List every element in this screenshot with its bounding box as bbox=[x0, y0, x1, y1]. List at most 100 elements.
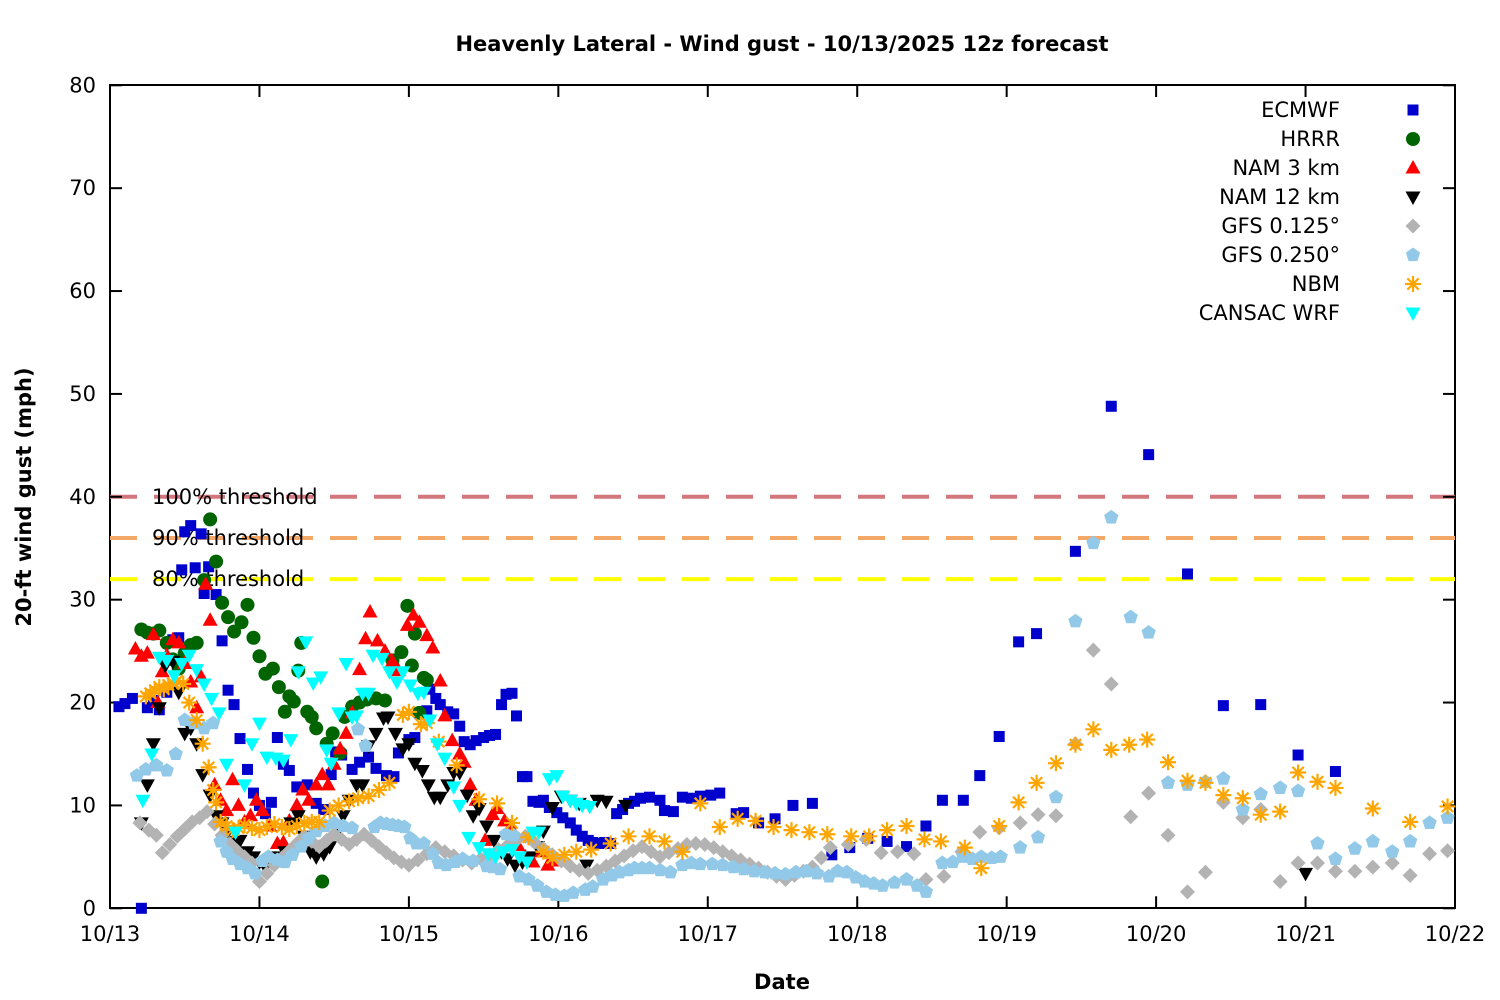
data-point-marker bbox=[247, 787, 259, 799]
data-point-marker bbox=[275, 754, 291, 769]
data-point-marker bbox=[454, 720, 466, 732]
data-point-marker bbox=[1422, 815, 1437, 829]
data-point-marker bbox=[813, 850, 829, 866]
data-point-marker bbox=[1179, 884, 1195, 900]
data-point-marker bbox=[991, 818, 1008, 834]
data-point-marker bbox=[490, 728, 502, 740]
data-point-marker bbox=[618, 799, 634, 814]
data-point-marker bbox=[225, 771, 241, 786]
data-point-marker bbox=[1028, 774, 1045, 791]
data-point-marker bbox=[325, 726, 340, 741]
legend-label: NBM bbox=[1292, 272, 1340, 296]
data-point-marker bbox=[458, 736, 470, 748]
data-point-marker bbox=[126, 692, 138, 704]
data-point-marker bbox=[826, 849, 838, 861]
data-point-marker bbox=[767, 865, 783, 880]
data-point-marker bbox=[310, 797, 322, 809]
data-point-marker bbox=[430, 692, 442, 704]
data-point-marker bbox=[147, 694, 159, 706]
data-point-marker bbox=[309, 721, 324, 736]
data-point-marker bbox=[1273, 780, 1288, 795]
data-point-marker bbox=[1405, 307, 1421, 321]
data-point-marker bbox=[1405, 247, 1421, 262]
data-point-marker bbox=[168, 746, 183, 761]
data-point-marker bbox=[189, 699, 205, 714]
data-point-marker bbox=[400, 598, 415, 613]
data-point-marker bbox=[446, 781, 462, 795]
y-axis-label: 20-ft wind gust (mph) bbox=[12, 367, 36, 626]
data-point-marker bbox=[478, 732, 490, 744]
data-point-marker bbox=[301, 792, 317, 806]
data-point-marker bbox=[879, 822, 896, 839]
data-point-marker bbox=[1179, 772, 1196, 789]
data-point-marker bbox=[402, 679, 418, 694]
data-point-marker bbox=[304, 709, 319, 724]
data-point-marker bbox=[159, 654, 175, 669]
data-point-marker bbox=[549, 770, 565, 784]
data-point-marker bbox=[1235, 802, 1250, 816]
data-point-marker bbox=[179, 526, 191, 538]
data-point-marker bbox=[387, 727, 403, 742]
data-point-marker bbox=[1197, 774, 1214, 791]
data-point-marker bbox=[176, 564, 188, 576]
data-point-marker bbox=[222, 684, 234, 696]
data-point-marker bbox=[350, 721, 366, 736]
data-point-marker bbox=[414, 764, 430, 779]
data-point-marker bbox=[470, 735, 482, 747]
data-point-marker bbox=[198, 576, 214, 590]
data-point-marker bbox=[254, 802, 270, 817]
data-point-marker bbox=[484, 729, 496, 741]
data-point-marker bbox=[495, 846, 511, 860]
data-point-marker bbox=[432, 672, 448, 687]
axis-tick-labels: 10/13 10/14 10/15 10/16 10/17 10/18 10/19 10/20… bbox=[69, 73, 1485, 946]
data-point-marker bbox=[519, 856, 535, 871]
data-point-marker bbox=[935, 855, 950, 870]
data-point-marker bbox=[432, 791, 448, 806]
data-point-marker bbox=[585, 879, 600, 893]
data-point-marker bbox=[1103, 741, 1120, 758]
data-point-marker bbox=[667, 806, 679, 818]
data-point-marker bbox=[135, 794, 151, 809]
data-point-marker bbox=[397, 819, 412, 834]
data-point-marker bbox=[448, 708, 460, 720]
x-tick-label: 10/21 bbox=[1275, 922, 1336, 946]
data-point-marker bbox=[196, 678, 212, 693]
data-point-marker bbox=[1347, 841, 1363, 855]
data-point-marker bbox=[1310, 855, 1326, 871]
data-point-marker bbox=[144, 748, 160, 762]
data-point-marker bbox=[705, 789, 717, 801]
data-point-marker bbox=[822, 840, 838, 856]
data-point-marker bbox=[993, 849, 1008, 863]
data-point-marker bbox=[1216, 771, 1231, 785]
data-point-marker bbox=[1048, 808, 1064, 824]
data-point-marker bbox=[189, 562, 201, 574]
data-point-marker bbox=[1272, 874, 1288, 890]
data-point-marker bbox=[401, 738, 417, 752]
data-point-marker bbox=[769, 813, 781, 825]
legend-label: ECMWF bbox=[1261, 98, 1340, 122]
data-point-marker bbox=[154, 845, 170, 861]
data-point-marker bbox=[171, 634, 187, 649]
data-point-marker bbox=[957, 794, 969, 806]
data-point-marker bbox=[200, 759, 217, 776]
data-point-marker bbox=[551, 807, 563, 819]
data-point-marker bbox=[974, 770, 986, 782]
data-point-marker bbox=[384, 653, 400, 667]
data-point-marker bbox=[1327, 863, 1343, 879]
data-point-marker bbox=[566, 885, 581, 899]
data-point-marker bbox=[506, 827, 521, 842]
data-point-marker bbox=[504, 814, 521, 831]
data-point-marker bbox=[301, 779, 313, 791]
data-point-marker bbox=[1365, 833, 1380, 848]
data-point-marker bbox=[875, 878, 890, 892]
data-point-marker bbox=[265, 661, 280, 676]
data-point-marker bbox=[1031, 628, 1043, 640]
data-point-marker bbox=[1010, 794, 1027, 811]
x-tick-label: 10/14 bbox=[229, 922, 290, 946]
data-point-marker bbox=[730, 808, 742, 820]
data-point-marker bbox=[936, 868, 952, 884]
data-point-marker bbox=[652, 862, 668, 877]
data-point-marker bbox=[132, 815, 148, 831]
data-point-marker bbox=[205, 781, 222, 798]
